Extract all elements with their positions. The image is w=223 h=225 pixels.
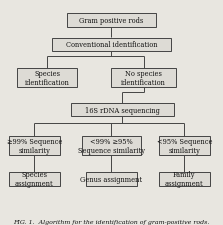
Text: Gram positive rods: Gram positive rods [79,17,144,25]
Bar [9,172,60,186]
Text: Species
identification: Species identification [25,70,70,87]
Text: <99% ≥95%
Sequence similarity: <99% ≥95% Sequence similarity [78,137,145,154]
Text: ≥99% Sequence
similarity: ≥99% Sequence similarity [7,137,62,154]
Bar [71,104,173,117]
Bar [66,14,157,28]
Bar [86,172,137,186]
Bar [9,136,60,155]
Bar [159,172,210,186]
Text: Species
assignment: Species assignment [15,170,54,187]
Text: <95% Sequence
similarity: <95% Sequence similarity [157,137,212,154]
Bar [82,136,141,155]
Text: Conventional identification: Conventional identification [66,41,157,49]
Text: No species
identification: No species identification [121,70,166,87]
Text: FIG. 1.  Algorithm for the identification of gram-positive rods.: FIG. 1. Algorithm for the identification… [13,219,210,224]
Bar [52,38,171,52]
Bar [17,69,77,88]
Text: Genus assignment: Genus assignment [81,175,142,183]
Bar [159,136,210,155]
Text: Family
assignment: Family assignment [165,170,204,187]
Text: 16S rDNA sequencing: 16S rDNA sequencing [85,106,160,114]
Bar [112,69,176,88]
